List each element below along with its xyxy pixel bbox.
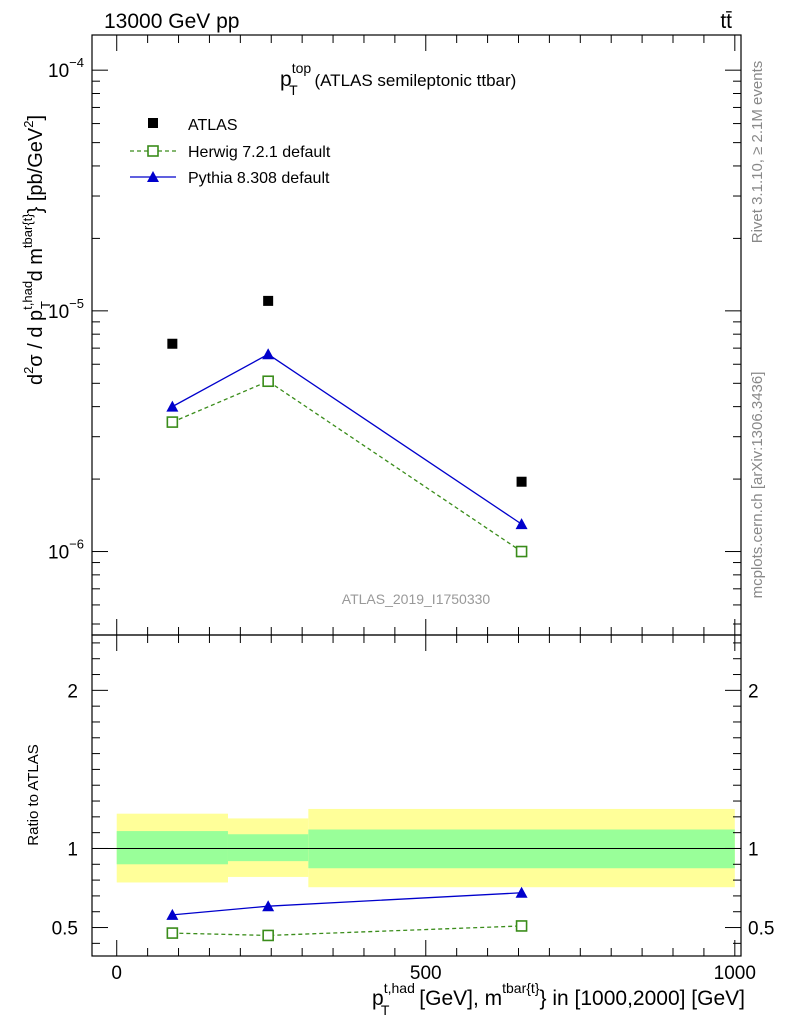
plot-title-sup: top xyxy=(292,60,312,76)
legend-atlas-marker xyxy=(148,118,158,128)
main-herwig-point xyxy=(166,416,179,428)
plot-title-sub: T xyxy=(289,82,298,98)
ratio-herwig-point xyxy=(515,920,528,932)
ratio-y-tick-label-right: 2 xyxy=(748,681,759,702)
x-axis-label-sup1: t,had xyxy=(384,980,415,996)
main-herwig-point xyxy=(515,545,528,558)
main-y-tick-label-base: 10 xyxy=(48,61,69,82)
main-y-tick-label-exp: −5 xyxy=(69,296,84,311)
ratio-ticks: 0 500 1000 0.5 0.5 1 1 2 2 xyxy=(52,635,774,984)
watermark: ATLAS_2019_I1750330 xyxy=(342,591,491,607)
plot-title-p: p xyxy=(280,68,292,91)
main-atlas-point xyxy=(263,295,274,306)
main-atlas-point xyxy=(167,338,178,349)
ratio-y-tick-label-right: 1 xyxy=(748,839,759,860)
ratio-series-group xyxy=(166,886,528,942)
ratio-uncertainty-bands xyxy=(92,808,741,888)
main-herwig-point xyxy=(262,375,274,388)
ratio-herwig-point xyxy=(166,927,179,939)
legend-herwig-label: Herwig 7.2.1 default xyxy=(188,144,331,161)
ratio-pythia-point xyxy=(515,886,528,898)
ratio-y-axis-label: Ratio to ATLAS xyxy=(25,744,42,845)
mcplots-label: mcplots.cern.ch [arXiv:1306.3436] xyxy=(749,372,766,599)
x-axis-label-p: p xyxy=(372,987,384,1010)
plot-title: ptop T (ATLAS semileptonic ttbar) xyxy=(280,60,516,98)
x-axis-label-mid: [GeV], m xyxy=(413,987,502,1010)
ratio-x-tick-label: 0 xyxy=(111,963,122,984)
ratio-pythia-point xyxy=(166,908,179,920)
ratio-pythia-point xyxy=(262,900,275,912)
legend: ATLAS Herwig 7.2.1 default Pythia 8.308 … xyxy=(130,117,331,187)
main-y-tick-label-base: 10 xyxy=(48,302,69,323)
ratio-y-tick-label: 1 xyxy=(67,839,78,860)
main-atlas-point xyxy=(516,476,527,487)
x-axis-label: pt,had T [GeV], mtbar{t}} in [1000,2000] … xyxy=(372,980,745,1018)
ratio-y-tick-label-right: 0.5 xyxy=(748,919,774,940)
main-series-group xyxy=(166,295,528,558)
main-y-tick-label: 10−6 xyxy=(48,537,84,564)
rivet-label: Rivet 3.1.10, ≥ 2.1M events xyxy=(749,61,766,244)
x-axis-label-sub: T xyxy=(381,1002,390,1018)
legend-atlas-label: ATLAS xyxy=(188,117,238,134)
ratio-plot-panel: 0 500 1000 0.5 0.5 1 1 2 2 Ratio to ATLAS pt,had… xyxy=(25,634,774,1018)
main-y-axis-label: d2σ / d pt,had T d mtbar{t}} [pb/GeV2] xyxy=(20,115,53,385)
main-pythia-point xyxy=(166,400,179,412)
main-x-ticks xyxy=(116,35,736,635)
ratio-herwig-point xyxy=(262,929,274,942)
main-y-tick-label-base: 10 xyxy=(48,543,69,564)
plot-title-rest: (ATLAS semileptonic ttbar) xyxy=(310,71,517,90)
main-y-tick-label: 10−5 xyxy=(48,296,84,323)
ratio-band-inner xyxy=(116,831,228,865)
x-axis-label-sup2: tbar{t} xyxy=(502,980,540,996)
ratio-herwig-line xyxy=(172,925,522,937)
x-axis-label-end: } in [1000,2000] [GeV] xyxy=(540,987,746,1010)
ratio-pythia-line xyxy=(172,892,522,916)
main-y-tick-label: 10−4 xyxy=(48,55,84,82)
process-label: tt̄ xyxy=(720,10,732,33)
main-y-tick-label-exp: −4 xyxy=(69,55,84,70)
ratio-band-inner xyxy=(227,834,309,862)
legend-pythia-marker xyxy=(147,171,159,182)
ratio-plot-frame xyxy=(91,634,742,957)
ratio-y-tick-label: 0.5 xyxy=(52,919,78,940)
main-plot-panel: 10−610−510−4 ptop T (ATLAS semileptonic t… xyxy=(20,34,742,636)
legend-pythia-label: Pythia 8.308 default xyxy=(188,170,330,187)
main-y-tick-label-exp: −6 xyxy=(69,537,84,552)
legend-herwig-marker xyxy=(147,145,159,157)
ratio-y-tick-label: 2 xyxy=(67,681,78,702)
ratio-x-tick-label: 500 xyxy=(410,963,442,984)
main-pythia-line xyxy=(172,353,522,525)
main-pythia-point xyxy=(515,518,528,530)
main-y-ticks: 10−610−510−4 xyxy=(48,55,741,625)
energy-label: 13000 GeV pp xyxy=(104,10,239,33)
ratio-x-tick-label: 1000 xyxy=(714,963,756,984)
main-pythia-point xyxy=(262,348,275,360)
